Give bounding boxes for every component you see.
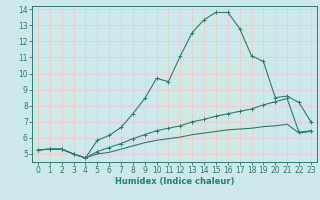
X-axis label: Humidex (Indice chaleur): Humidex (Indice chaleur) bbox=[115, 177, 234, 186]
